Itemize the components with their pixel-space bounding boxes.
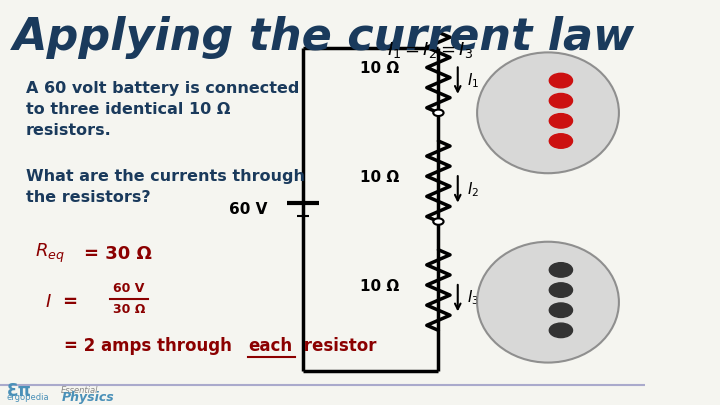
Circle shape	[549, 134, 572, 148]
Text: 60 V: 60 V	[229, 202, 268, 217]
Text: What are the currents through
the resistors?: What are the currents through the resist…	[26, 169, 305, 205]
Circle shape	[549, 303, 572, 318]
Text: = 2 amps through: = 2 amps through	[65, 337, 238, 356]
Circle shape	[549, 73, 572, 88]
Ellipse shape	[477, 242, 619, 362]
Circle shape	[549, 114, 572, 128]
Text: 30 Ω: 30 Ω	[113, 303, 145, 316]
Text: resistor: resistor	[298, 337, 377, 356]
Text: 10 Ω: 10 Ω	[361, 170, 400, 185]
Circle shape	[549, 283, 572, 297]
Text: Essential: Essential	[61, 386, 99, 395]
Text: $R_{eq}$: $R_{eq}$	[35, 242, 66, 265]
Text: each: each	[248, 337, 292, 356]
Text: A 60 volt battery is connected
to three identical 10 Ω
resistors.: A 60 volt battery is connected to three …	[26, 81, 300, 138]
Text: 10 Ω: 10 Ω	[361, 61, 400, 76]
Circle shape	[433, 218, 444, 225]
Text: $I_3$: $I_3$	[467, 289, 480, 307]
Text: = 30 Ω: = 30 Ω	[84, 245, 152, 263]
Text: 10 Ω: 10 Ω	[361, 279, 400, 294]
Circle shape	[549, 323, 572, 338]
Text: Ɛπ: Ɛπ	[6, 382, 32, 400]
Text: Physics: Physics	[61, 391, 114, 404]
Circle shape	[549, 263, 572, 277]
Text: 60 V: 60 V	[113, 281, 144, 294]
Text: $I$  =: $I$ =	[45, 293, 78, 311]
Text: $I_1 = I_2 = I_3$: $I_1 = I_2 = I_3$	[387, 40, 473, 60]
Text: $I_1$: $I_1$	[467, 71, 480, 90]
Text: $I_2$: $I_2$	[467, 180, 480, 199]
Circle shape	[549, 94, 572, 108]
Text: ergopedia: ergopedia	[6, 393, 49, 402]
Circle shape	[433, 110, 444, 116]
Text: Applying the current law: Applying the current law	[13, 16, 635, 59]
Ellipse shape	[477, 52, 619, 173]
